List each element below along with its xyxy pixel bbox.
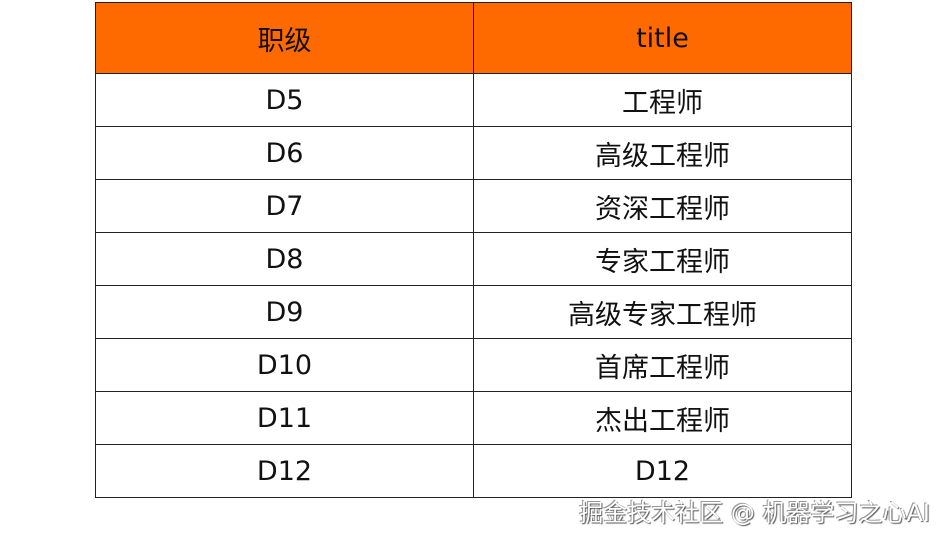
grade-cell: D5 (95, 73, 474, 127)
table-row: D11 杰出工程师 (95, 391, 852, 445)
grade-cell: D7 (95, 179, 474, 233)
table-row: D8 专家工程师 (95, 232, 852, 286)
watermark: 掘金技术社区 @ 机器学习之心AI (579, 499, 930, 527)
title-cell: 专家工程师 (473, 232, 852, 286)
title-cell: 高级工程师 (473, 126, 852, 180)
title-cell: 工程师 (473, 73, 852, 127)
grade-title-table: 职级 title D5 工程师 D6 高级工程师 D7 资深工程师 D8 专家工程师 D9 高级专… (95, 2, 852, 498)
title-cell: 高级专家工程师 (473, 285, 852, 339)
column-header-grade: 职级 (95, 2, 474, 74)
table-row: D6 高级工程师 (95, 126, 852, 180)
table-row: D5 工程师 (95, 73, 852, 127)
column-header-title: title (473, 2, 852, 74)
title-cell: 杰出工程师 (473, 391, 852, 445)
table-row: D9 高级专家工程师 (95, 285, 852, 339)
grade-cell: D9 (95, 285, 474, 339)
title-cell: 首席工程师 (473, 338, 852, 392)
grade-cell: D12 (95, 444, 474, 498)
title-cell: D12 (473, 444, 852, 498)
table-row: D12 D12 (95, 444, 852, 498)
grade-cell: D10 (95, 338, 474, 392)
grade-cell: D6 (95, 126, 474, 180)
table-row: D10 首席工程师 (95, 338, 852, 392)
table-header-row: 职级 title (95, 2, 852, 74)
grade-cell: D8 (95, 232, 474, 286)
table-row: D7 资深工程师 (95, 179, 852, 233)
grade-cell: D11 (95, 391, 474, 445)
title-cell: 资深工程师 (473, 179, 852, 233)
table-body: D5 工程师 D6 高级工程师 D7 资深工程师 D8 专家工程师 D9 高级专家工程师 D10 首席… (95, 73, 852, 498)
